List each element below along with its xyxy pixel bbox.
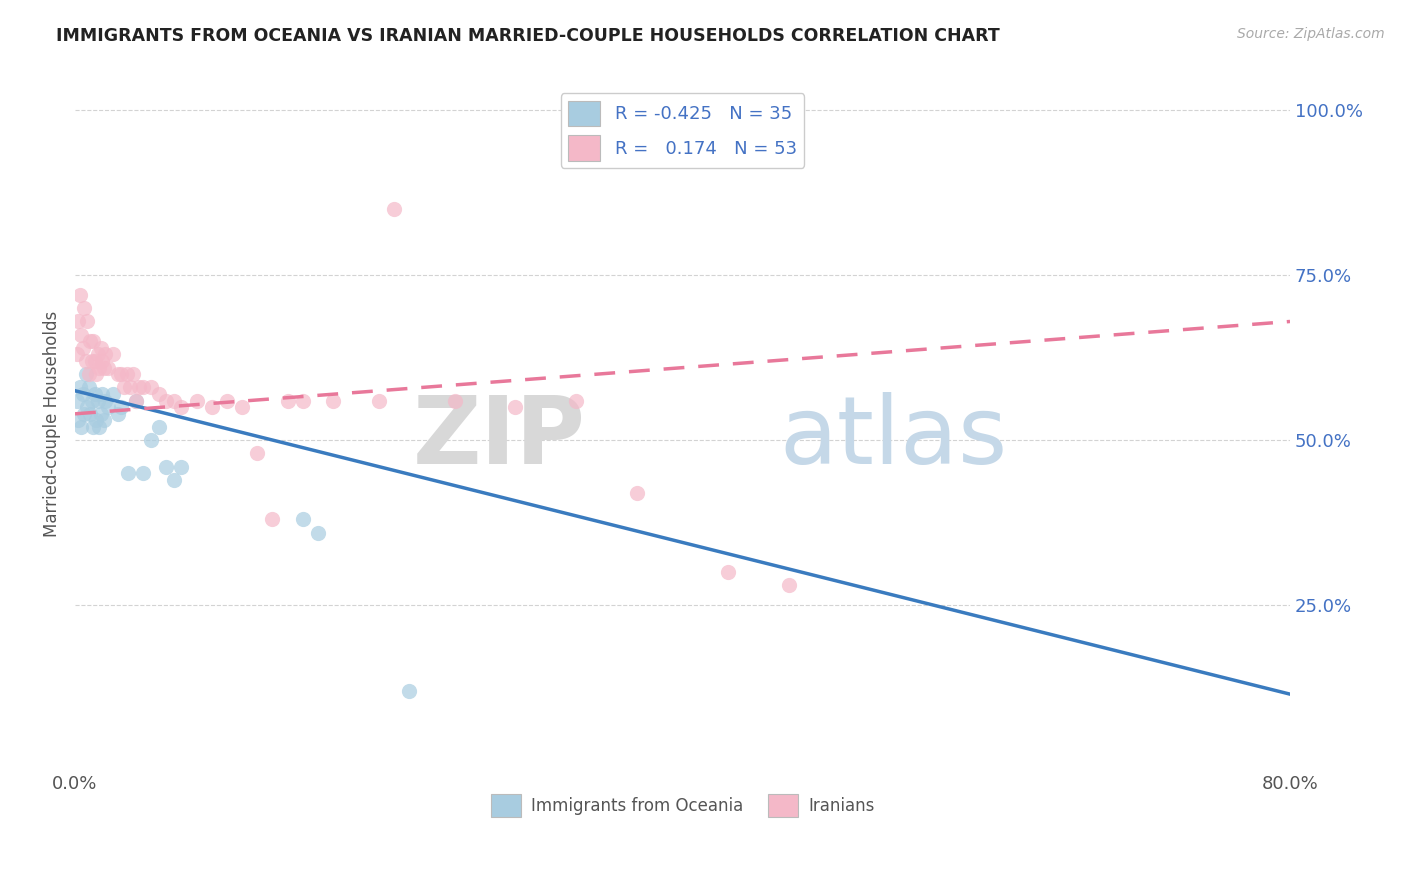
Point: [112, 380, 135, 394]
Point: [75, 368, 97, 382]
Point: [322, 393, 344, 408]
Point: [79, 334, 101, 349]
Point: [70, 420, 93, 434]
Point: [87, 393, 110, 408]
Point: [90, 407, 112, 421]
Point: [80, 354, 103, 368]
Point: [83, 387, 105, 401]
Point: [565, 393, 588, 408]
Point: [93, 413, 115, 427]
Point: [79, 407, 101, 421]
Point: [94, 347, 117, 361]
Point: [77, 380, 100, 394]
Point: [231, 401, 253, 415]
Point: [163, 473, 186, 487]
Point: [77, 368, 100, 382]
Point: [87, 347, 110, 361]
Text: IMMIGRANTS FROM OCEANIA VS IRANIAN MARRIED-COUPLE HOUSEHOLDS CORRELATION CHART: IMMIGRANTS FROM OCEANIA VS IRANIAN MARRI…: [56, 27, 1000, 45]
Point: [65, 393, 87, 408]
Point: [76, 314, 98, 328]
Point: [128, 380, 150, 394]
Point: [73, 407, 96, 421]
Point: [107, 368, 129, 382]
Point: [170, 459, 193, 474]
Point: [139, 380, 162, 394]
Point: [97, 360, 120, 375]
Point: [76, 401, 98, 415]
Point: [125, 393, 148, 408]
Point: [65, 347, 87, 361]
Text: Source: ZipAtlas.com: Source: ZipAtlas.com: [1237, 27, 1385, 41]
Point: [778, 578, 800, 592]
Point: [121, 368, 143, 382]
Point: [84, 413, 107, 427]
Point: [398, 683, 420, 698]
Point: [83, 354, 105, 368]
Point: [115, 368, 138, 382]
Point: [148, 420, 170, 434]
Point: [367, 393, 389, 408]
Point: [215, 393, 238, 408]
Point: [443, 393, 465, 408]
Text: atlas: atlas: [780, 392, 1008, 483]
Point: [107, 407, 129, 421]
Point: [72, 387, 94, 401]
Point: [262, 512, 284, 526]
Legend: Immigrants from Oceania, Iranians: Immigrants from Oceania, Iranians: [484, 787, 882, 824]
Point: [70, 327, 93, 342]
Point: [382, 202, 405, 217]
Point: [82, 334, 104, 349]
Point: [89, 420, 111, 434]
Point: [101, 387, 124, 401]
Point: [75, 354, 97, 368]
Point: [93, 360, 115, 375]
Point: [291, 393, 314, 408]
Point: [69, 288, 91, 302]
Point: [110, 368, 132, 382]
Point: [201, 401, 224, 415]
Point: [69, 380, 91, 394]
Point: [155, 459, 177, 474]
Point: [170, 401, 193, 415]
Point: [91, 387, 114, 401]
Point: [132, 466, 155, 480]
Point: [148, 387, 170, 401]
Point: [626, 486, 648, 500]
Y-axis label: Married-couple Households: Married-couple Households: [44, 310, 60, 537]
Point: [277, 393, 299, 408]
Point: [291, 512, 314, 526]
Point: [246, 446, 269, 460]
Point: [80, 393, 103, 408]
Point: [132, 380, 155, 394]
Point: [101, 347, 124, 361]
Point: [67, 413, 90, 427]
Point: [717, 565, 740, 579]
Text: ZIP: ZIP: [412, 392, 585, 483]
Point: [117, 466, 139, 480]
Point: [125, 393, 148, 408]
Point: [163, 393, 186, 408]
Point: [90, 341, 112, 355]
Point: [118, 380, 141, 394]
Point: [307, 525, 329, 540]
Point: [97, 401, 120, 415]
Point: [186, 393, 208, 408]
Point: [84, 368, 107, 382]
Point: [89, 360, 111, 375]
Point: [82, 420, 104, 434]
Point: [110, 401, 132, 415]
Point: [94, 393, 117, 408]
Point: [72, 341, 94, 355]
Point: [505, 401, 527, 415]
Point: [73, 301, 96, 316]
Point: [155, 393, 177, 408]
Point: [91, 354, 114, 368]
Point: [67, 314, 90, 328]
Point: [139, 434, 162, 448]
